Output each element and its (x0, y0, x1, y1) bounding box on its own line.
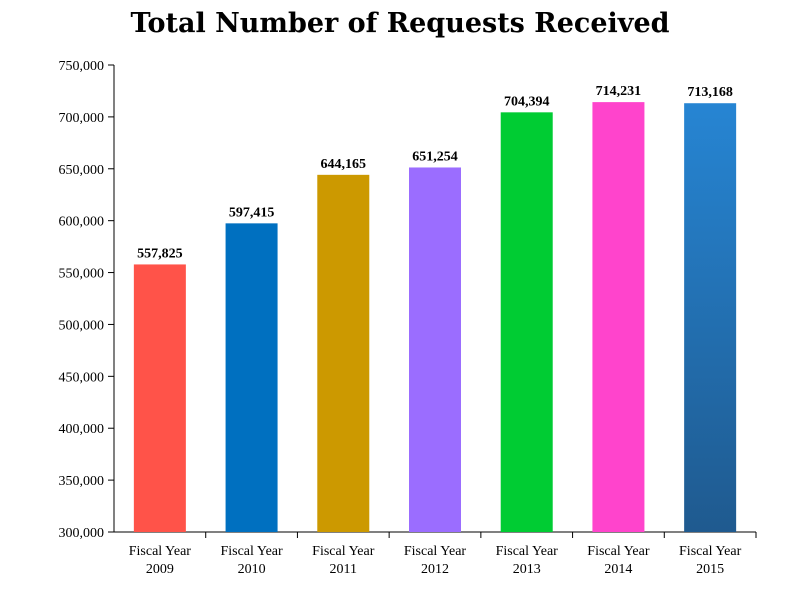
x-tick-label: 2009 (146, 562, 174, 577)
x-tick-label: Fiscal Year (679, 544, 742, 559)
x-tick-label: Fiscal Year (404, 544, 467, 559)
y-tick-label: 650,000 (59, 163, 105, 178)
bar (409, 167, 461, 532)
y-tick-label: 550,000 (59, 267, 105, 282)
y-tick-label: 700,000 (59, 111, 105, 126)
x-tick-label: 2011 (330, 562, 357, 577)
x-tick-label: 2010 (238, 562, 266, 577)
x-tick-label: Fiscal Year (496, 544, 559, 559)
bar (684, 103, 737, 532)
data-label: 713,168 (687, 85, 733, 100)
bar (317, 174, 370, 533)
y-tick-label: 500,000 (59, 318, 105, 333)
x-tick-label: Fiscal Year (220, 544, 283, 559)
x-tick-label: Fiscal Year (312, 544, 375, 559)
x-tick-label: 2012 (421, 562, 449, 577)
bar (133, 264, 186, 532)
data-label: 704,394 (504, 94, 550, 109)
x-tick-label: Fiscal Year (587, 544, 650, 559)
y-tick-label: 600,000 (59, 215, 105, 230)
x-tick-label: Fiscal Year (129, 544, 192, 559)
bar (592, 102, 645, 532)
data-label: 714,231 (596, 84, 642, 99)
data-label: 651,254 (412, 149, 458, 164)
data-label: 557,825 (137, 246, 183, 261)
y-tick-label: 450,000 (59, 370, 105, 385)
x-tick-label: 2015 (696, 562, 724, 577)
y-tick-label: 400,000 (59, 422, 105, 437)
y-tick-label: 300,000 (59, 526, 105, 541)
x-tick-label: 2014 (604, 562, 632, 577)
x-tick-label: 2013 (513, 562, 541, 577)
data-label: 597,415 (229, 205, 275, 220)
bar (500, 112, 553, 533)
y-tick-label: 350,000 (59, 474, 105, 489)
data-label: 644,165 (321, 157, 367, 172)
bar (225, 223, 278, 533)
y-tick-label: 750,000 (59, 59, 105, 74)
chart-title: Total Number of Requests Received (130, 8, 670, 39)
